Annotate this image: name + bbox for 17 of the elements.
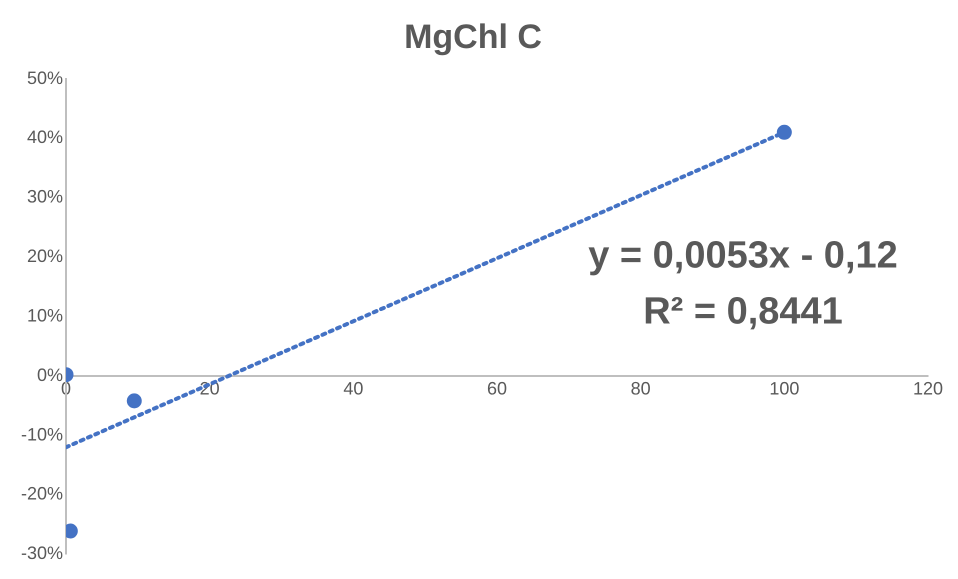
y-tick-label: -20%: [20, 484, 64, 504]
y-tick-label: 50%: [26, 68, 64, 88]
y-tick-label: 40%: [26, 127, 64, 148]
y-tick-label: 0%: [37, 364, 64, 385]
x-tick-label: 60: [486, 378, 508, 399]
chart-title: MgChl C: [404, 18, 542, 56]
x-tick-label: 40: [343, 378, 364, 399]
annotation: R² = 0,8441: [643, 290, 843, 333]
annotation: y = 0,0053x - 0,12: [588, 234, 898, 277]
y-tick-label: -10%: [20, 424, 64, 444]
y-tick-label: 20%: [26, 246, 64, 266]
x-tick-label: 100: [769, 378, 800, 399]
y-tick-label: 10%: [26, 305, 64, 326]
y-tick-label: -30%: [20, 543, 64, 564]
y-tick-label: 30%: [26, 186, 64, 207]
x-tick-label: 120: [912, 378, 944, 399]
x-tick-label: 80: [630, 378, 651, 399]
